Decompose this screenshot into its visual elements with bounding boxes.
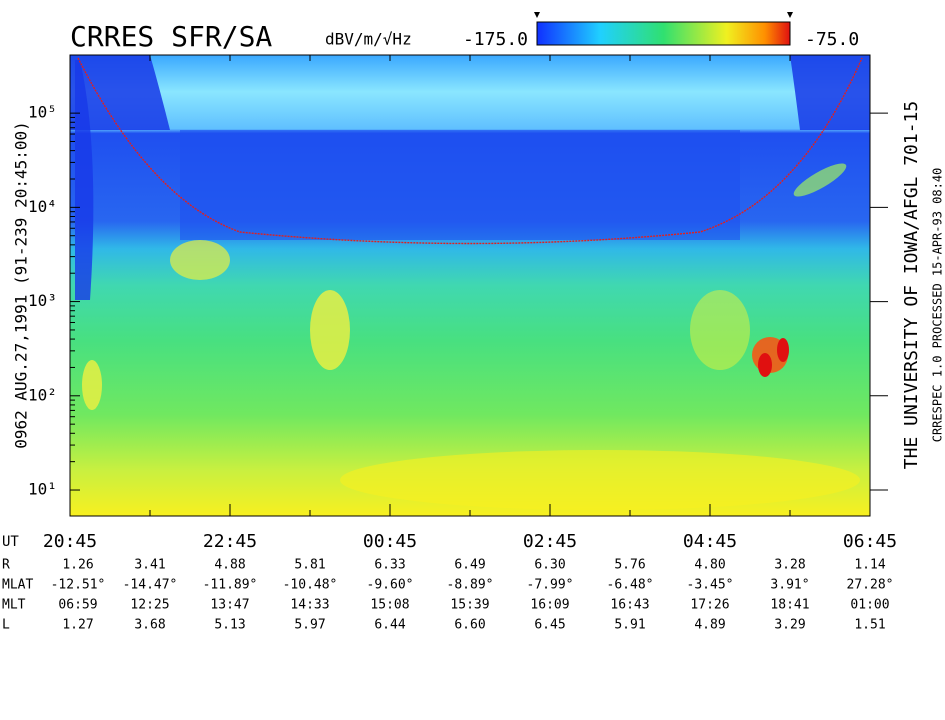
colorbar-tick-label: -75.0 [805, 29, 859, 50]
y-tick-label: 10¹ [28, 480, 57, 499]
ephemeris-value: -7.99° [527, 578, 574, 593]
spectrogram [70, 55, 870, 516]
ephemeris-value: 1.27 [62, 618, 93, 633]
ephemeris-value: 01:00 [850, 598, 889, 613]
ephemeris-value: 5.97 [294, 618, 325, 633]
ephemeris-row-label: L [2, 618, 10, 633]
y-tick-label: 10³ [28, 291, 57, 310]
x-tick-label: 06:45 [843, 531, 897, 552]
right-label-2: CRRESPEC 1.0 PROCESSED 15-APR-93 08:40 [931, 168, 945, 443]
ephemeris-value: 6.60 [454, 618, 485, 633]
ephemeris-value: 6.45 [534, 618, 565, 633]
ephemeris-value: 16:43 [610, 598, 649, 613]
ephemeris-value: 15:39 [450, 598, 489, 613]
ephemeris-value: -12.51° [51, 578, 106, 593]
ephemeris-row-label: MLAT [2, 578, 33, 593]
left-label: 0962 AUG.27,1991 (91-239 20:45:00) [12, 121, 31, 449]
ephemeris-value: 17:26 [690, 598, 729, 613]
ephemeris-value: 15:08 [370, 598, 409, 613]
ephemeris-row-label: R [2, 558, 10, 573]
ephemeris-value: 3.28 [774, 558, 805, 573]
ephemeris-value: -9.60° [367, 578, 414, 593]
y-tick-label: 10⁵ [28, 103, 57, 122]
ephemeris-value: 13:47 [210, 598, 249, 613]
ephemeris-value: -8.89° [447, 578, 494, 593]
ephemeris-value: 5.76 [614, 558, 645, 573]
ephemeris-value: 3.68 [134, 618, 165, 633]
chart-title: CRRES SFR/SA [70, 20, 272, 53]
colorbar-tick [534, 12, 540, 18]
ephemeris-value: 5.81 [294, 558, 325, 573]
ephemeris-value: -11.89° [203, 578, 258, 593]
colorbar [536, 21, 791, 46]
x-tick-label: 20:45 [43, 531, 97, 552]
ephemeris-value: 06:59 [58, 598, 97, 613]
ephemeris-value: 1.14 [854, 558, 885, 573]
ephemeris-value: 4.88 [214, 558, 245, 573]
ephemeris-value: 14:33 [290, 598, 329, 613]
ephemeris-value: 12:25 [130, 598, 169, 613]
ephemeris-row-label: MLT [2, 598, 26, 613]
x-axis-label: UT [2, 534, 19, 550]
ephemeris-value: 1.26 [62, 558, 93, 573]
ephemeris-value: -6.48° [607, 578, 654, 593]
x-tick-label: 00:45 [363, 531, 417, 552]
x-tick-label: 04:45 [683, 531, 737, 552]
colorbar-tick [787, 12, 793, 18]
ephemeris-value: 6.30 [534, 558, 565, 573]
ephemeris-value: 27.28° [847, 578, 894, 593]
ephemeris-value: 16:09 [530, 598, 569, 613]
ephemeris-value: 3.41 [134, 558, 165, 573]
right-label: THE UNIVERSITY OF IOWA/AFGL 701-15 [901, 101, 922, 469]
ephemeris-value: 3.29 [774, 618, 805, 633]
ephemeris-value: 1.51 [854, 618, 885, 633]
ephemeris-value: -3.45° [687, 578, 734, 593]
ephemeris-value: -14.47° [123, 578, 178, 593]
y-tick-label: 10² [28, 385, 57, 404]
colorbar-tick-label: -175.0 [463, 29, 528, 50]
ephemeris-value: 4.89 [694, 618, 725, 633]
y-tick-label: 10⁴ [28, 197, 57, 216]
colorbar-label: dBV/m/√Hz [325, 30, 412, 49]
ephemeris-value: -10.48° [283, 578, 338, 593]
ephemeris-value: 18:41 [770, 598, 809, 613]
ephemeris-value: 4.80 [694, 558, 725, 573]
ephemeris-value: 5.13 [214, 618, 245, 633]
ephemeris-value: 5.91 [614, 618, 645, 633]
ephemeris-value: 6.33 [374, 558, 405, 573]
ephemeris-value: 6.44 [374, 618, 405, 633]
x-tick-label: 22:45 [203, 531, 257, 552]
ephemeris-value: 3.91° [770, 578, 809, 593]
x-tick-label: 02:45 [523, 531, 577, 552]
ephemeris-value: 6.49 [454, 558, 485, 573]
